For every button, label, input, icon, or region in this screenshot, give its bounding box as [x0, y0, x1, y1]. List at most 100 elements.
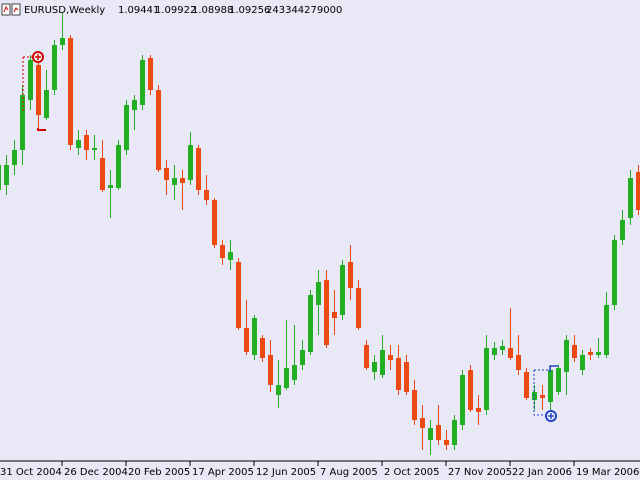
candle-body: [124, 105, 129, 150]
candle-body: [116, 145, 121, 188]
candle-body: [484, 348, 489, 410]
candle-body: [476, 408, 481, 412]
candle-body: [300, 350, 305, 365]
candle-body: [388, 355, 393, 360]
header-volume: 243344279000: [266, 5, 342, 16]
candle-body: [308, 295, 313, 352]
x-tick-label: 17 Apr 2005: [192, 467, 254, 478]
candle-body: [492, 348, 497, 355]
candle-body: [140, 60, 145, 105]
candle-body: [604, 305, 609, 355]
candle-body: [324, 280, 329, 345]
candle-body: [348, 262, 353, 288]
candle-body: [28, 60, 33, 100]
candle-body: [372, 362, 377, 372]
x-tick-label: 12 Jun 2005: [256, 467, 316, 478]
candle-body: [612, 240, 617, 305]
chart-icon: [1, 3, 21, 16]
candle-body: [580, 355, 585, 370]
candle-body: [404, 362, 409, 392]
candle-body: [636, 172, 640, 210]
candle-body: [412, 390, 417, 420]
header-low: 1.08988: [192, 5, 233, 16]
candle-body: [52, 45, 57, 90]
candle-body: [260, 338, 265, 358]
candle-body: [564, 340, 569, 372]
x-tick-label: 20 Feb 2005: [128, 467, 190, 478]
candle-body: [36, 65, 41, 115]
candle-body: [276, 385, 281, 395]
candle-body: [524, 372, 529, 398]
candle-body: [292, 365, 297, 380]
candle-body: [316, 282, 321, 305]
candle-body: [452, 420, 457, 445]
candle-body: [212, 200, 217, 245]
candle-body: [620, 220, 625, 240]
candle-body: [100, 158, 105, 190]
candle-body: [132, 100, 137, 110]
candle-body: [12, 150, 17, 165]
candle-body: [68, 38, 73, 145]
candle-body: [436, 425, 441, 440]
candle-body: [468, 370, 473, 410]
candle-body: [572, 345, 577, 358]
candle-body: [268, 355, 273, 385]
candle-body: [444, 440, 449, 445]
header-high: 1.09922: [155, 5, 196, 16]
candle-body: [540, 395, 545, 398]
candle-body: [244, 328, 249, 352]
candles: [0, 12, 640, 455]
x-tick-label: 22 Jan 2006: [512, 467, 572, 478]
candle-body: [364, 345, 369, 368]
candle-body: [236, 262, 241, 328]
candle-body: [196, 148, 201, 190]
candle-body: [396, 358, 401, 390]
candle-body: [220, 245, 225, 258]
candle-body: [20, 95, 25, 150]
candle-body: [172, 178, 177, 185]
candle-body: [44, 90, 49, 118]
candle-body: [204, 190, 209, 200]
candle-body: [252, 318, 257, 355]
candle-body: [380, 350, 385, 375]
x-tick-label: 26 Dec 2004: [64, 467, 128, 478]
header-close: 1.09256: [229, 5, 270, 16]
candle-body: [596, 352, 601, 355]
candle-body: [60, 38, 65, 45]
candle-body: [156, 90, 161, 170]
candle-body: [428, 428, 433, 440]
candle-body: [340, 265, 345, 315]
candle-body: [92, 148, 97, 150]
candle-body: [84, 135, 89, 150]
candle-body: [164, 168, 169, 180]
candle-body: [180, 178, 185, 183]
x-tick-label: 27 Nov 2005: [448, 467, 512, 478]
trade-marker: [22, 51, 558, 422]
candle-body: [0, 165, 1, 190]
candle-body: [76, 140, 81, 148]
candle-body: [628, 178, 633, 218]
candle-body: [4, 165, 9, 185]
candle-body: [508, 348, 513, 358]
candle-body: [332, 312, 337, 318]
candle-body: [500, 346, 505, 350]
candle-body: [188, 145, 193, 180]
x-tick-label: 7 Aug 2005: [320, 467, 378, 478]
header-open: 1.09441: [118, 5, 159, 16]
chart-title: EURUSD,Weekly: [24, 5, 105, 16]
candle-body: [228, 252, 233, 260]
candle-body: [516, 355, 521, 370]
candle-body: [548, 370, 553, 402]
x-tick-label: 31 Oct 2004: [0, 467, 62, 478]
x-tick-label: 2 Oct 2005: [384, 467, 439, 478]
candle-body: [556, 368, 561, 392]
candle-body: [108, 185, 113, 188]
candle-body: [460, 375, 465, 425]
candle-body: [420, 418, 425, 428]
candle-body: [356, 288, 361, 328]
candle-body: [588, 352, 593, 355]
x-tick-label: 19 Mar 2006: [576, 467, 639, 478]
candle-body: [284, 368, 289, 388]
